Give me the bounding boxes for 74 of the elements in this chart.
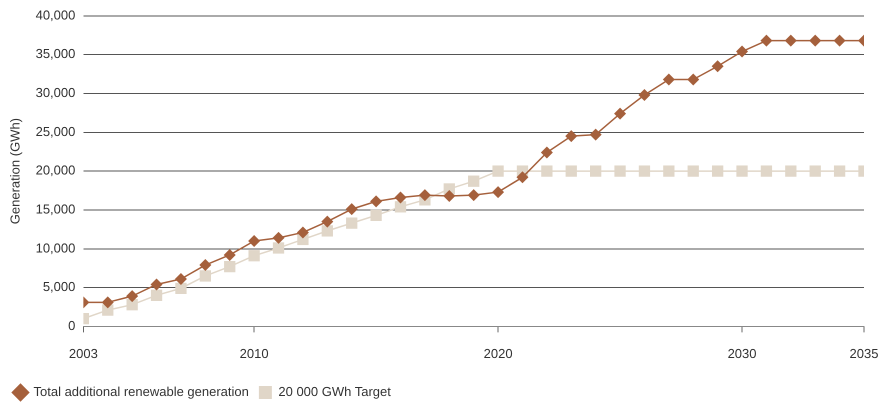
point xyxy=(712,165,724,177)
point xyxy=(492,186,504,198)
point xyxy=(272,232,285,244)
point xyxy=(126,290,138,302)
point xyxy=(662,73,675,86)
point xyxy=(126,299,138,310)
point xyxy=(614,165,626,177)
y-tick-label: 15,000 xyxy=(36,202,76,217)
point xyxy=(638,89,650,102)
point xyxy=(418,189,431,202)
y-tick-label: 20,000 xyxy=(36,162,76,178)
y-tick-label: 10,000 xyxy=(36,240,76,256)
point xyxy=(590,165,602,177)
point xyxy=(224,248,236,261)
point xyxy=(760,165,772,177)
point xyxy=(394,201,406,212)
point xyxy=(346,203,358,216)
point xyxy=(370,195,382,208)
point xyxy=(468,176,480,187)
point xyxy=(516,171,528,184)
point xyxy=(394,192,406,204)
x-tick-label: 2020 xyxy=(484,346,513,361)
point xyxy=(541,165,553,177)
y-tick-label: 25,000 xyxy=(36,124,76,139)
point xyxy=(346,217,358,229)
y-tick-label: 30,000 xyxy=(36,85,76,100)
point xyxy=(565,130,578,142)
point xyxy=(663,165,674,177)
point xyxy=(150,290,162,301)
point xyxy=(784,34,797,47)
point xyxy=(248,234,260,247)
point xyxy=(834,165,846,177)
point xyxy=(175,282,187,294)
point xyxy=(810,165,821,177)
point xyxy=(248,250,260,262)
y-tick-label: 5,000 xyxy=(42,279,76,294)
x-tick-label: 2030 xyxy=(728,346,756,361)
point xyxy=(687,73,700,86)
y-axis-title: Generation (GWh) xyxy=(7,118,22,224)
point xyxy=(370,210,382,222)
point xyxy=(199,259,212,272)
point xyxy=(712,60,724,72)
point xyxy=(614,108,626,120)
point xyxy=(785,165,796,177)
point xyxy=(102,296,114,308)
point xyxy=(834,34,846,47)
x-tick-label: 2035 xyxy=(850,346,878,361)
point xyxy=(272,242,284,254)
point xyxy=(150,278,163,290)
y-tick-label: 0 xyxy=(68,318,76,333)
point xyxy=(638,165,650,177)
x-tick-label: 2010 xyxy=(240,346,269,361)
point xyxy=(688,165,699,177)
point xyxy=(468,189,480,202)
point xyxy=(443,190,456,202)
legend-label: 20 000 GWh Target xyxy=(278,384,392,400)
point xyxy=(590,128,602,141)
point xyxy=(296,226,309,238)
y-tick-label: 40,000 xyxy=(36,7,76,22)
point xyxy=(321,216,334,228)
point xyxy=(736,46,748,58)
point xyxy=(322,225,333,237)
point xyxy=(224,260,236,272)
point xyxy=(540,146,553,158)
legend-label: Total additional renewable generation xyxy=(34,384,249,400)
point xyxy=(174,273,187,286)
x-tick-label: 2003 xyxy=(68,346,98,361)
point xyxy=(492,165,504,177)
y-tick-label: 35,000 xyxy=(36,46,76,62)
point xyxy=(809,34,822,47)
point xyxy=(736,165,748,177)
point xyxy=(760,34,772,47)
point xyxy=(200,270,211,282)
point xyxy=(566,165,577,177)
